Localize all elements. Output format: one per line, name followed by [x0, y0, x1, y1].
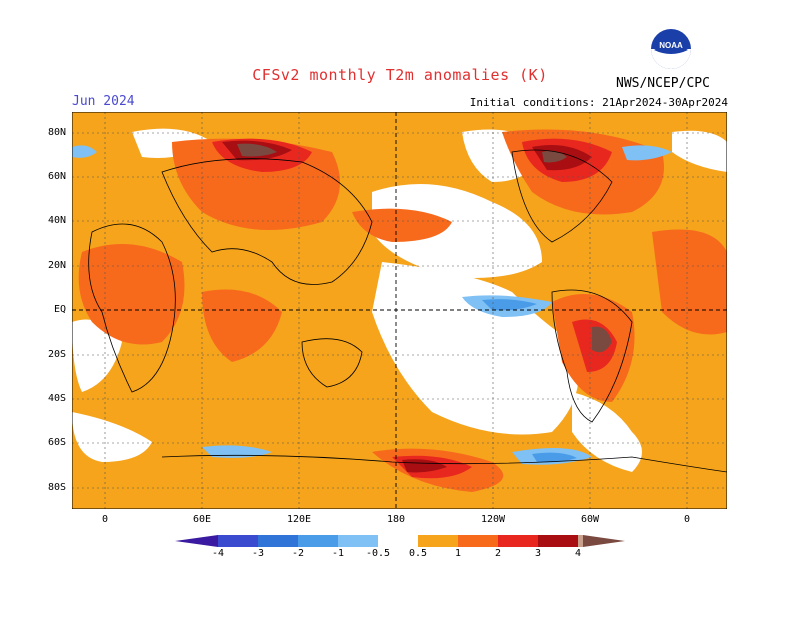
initial-conditions-label: Initial conditions: 21Apr2024-30Apr2024	[469, 96, 728, 109]
lon-label: 0	[101, 514, 109, 525]
colorbar-tick: -4	[211, 548, 225, 559]
noaa-logo-icon: NOAA	[651, 29, 691, 69]
lon-label: 120E	[286, 514, 312, 525]
anomaly-map	[72, 112, 727, 509]
lat-label: 60S	[48, 437, 67, 448]
colorbar-tick: -3	[251, 548, 265, 559]
colorbar-cell	[175, 535, 218, 547]
valid-month-label: Jun 2024	[72, 94, 135, 109]
lon-label: 120W	[480, 514, 506, 525]
colorbar-cell	[338, 535, 378, 547]
colorbar-tick: -1	[331, 548, 345, 559]
colorbar-tick: 1	[454, 548, 462, 559]
lon-label: 0	[683, 514, 691, 525]
colorbar-cell	[498, 535, 538, 547]
lat-label: 20S	[48, 349, 67, 360]
lat-label: 80N	[48, 127, 67, 138]
colorbar-tick: -2	[291, 548, 305, 559]
lat-label: EQ	[54, 304, 67, 315]
colorbar-cell	[258, 535, 298, 547]
colorbar-cell	[538, 535, 578, 547]
colorbar-tick: 0.5	[408, 548, 428, 559]
colorbar-tick: -0.5	[365, 548, 391, 559]
extreme-warm-regions	[237, 143, 612, 353]
lat-label: 40N	[48, 215, 67, 226]
lat-label: 80S	[48, 482, 67, 493]
strong-cool-regions	[482, 299, 577, 463]
coastlines	[88, 149, 727, 473]
logo-text: NOAA	[659, 41, 683, 50]
colorbar-cell	[578, 535, 583, 547]
lat-label: 20N	[48, 260, 67, 271]
colorbar-tick: 2	[494, 548, 502, 559]
lon-label: 180	[386, 514, 406, 525]
reference-lines	[72, 112, 727, 509]
colorbar-tick: 4	[574, 548, 582, 559]
lon-label: 60E	[192, 514, 212, 525]
graticule	[72, 112, 727, 509]
colorbar-cell	[378, 535, 418, 547]
colorbar-cell	[218, 535, 258, 547]
agency-label: NWS/NCEP/CPC	[616, 76, 710, 91]
colorbar-cell	[298, 535, 338, 547]
lon-label: 60W	[580, 514, 600, 525]
lat-label: 40S	[48, 393, 67, 404]
chart-title: CFSv2 monthly T2m anomalies (K)	[252, 66, 548, 84]
colorbar-cell	[458, 535, 498, 547]
colorbar-cell	[418, 535, 458, 547]
colorbar-cell	[583, 535, 625, 547]
colorbar	[175, 535, 625, 547]
colorbar-tick: 3	[534, 548, 542, 559]
lat-label: 60N	[48, 171, 67, 182]
